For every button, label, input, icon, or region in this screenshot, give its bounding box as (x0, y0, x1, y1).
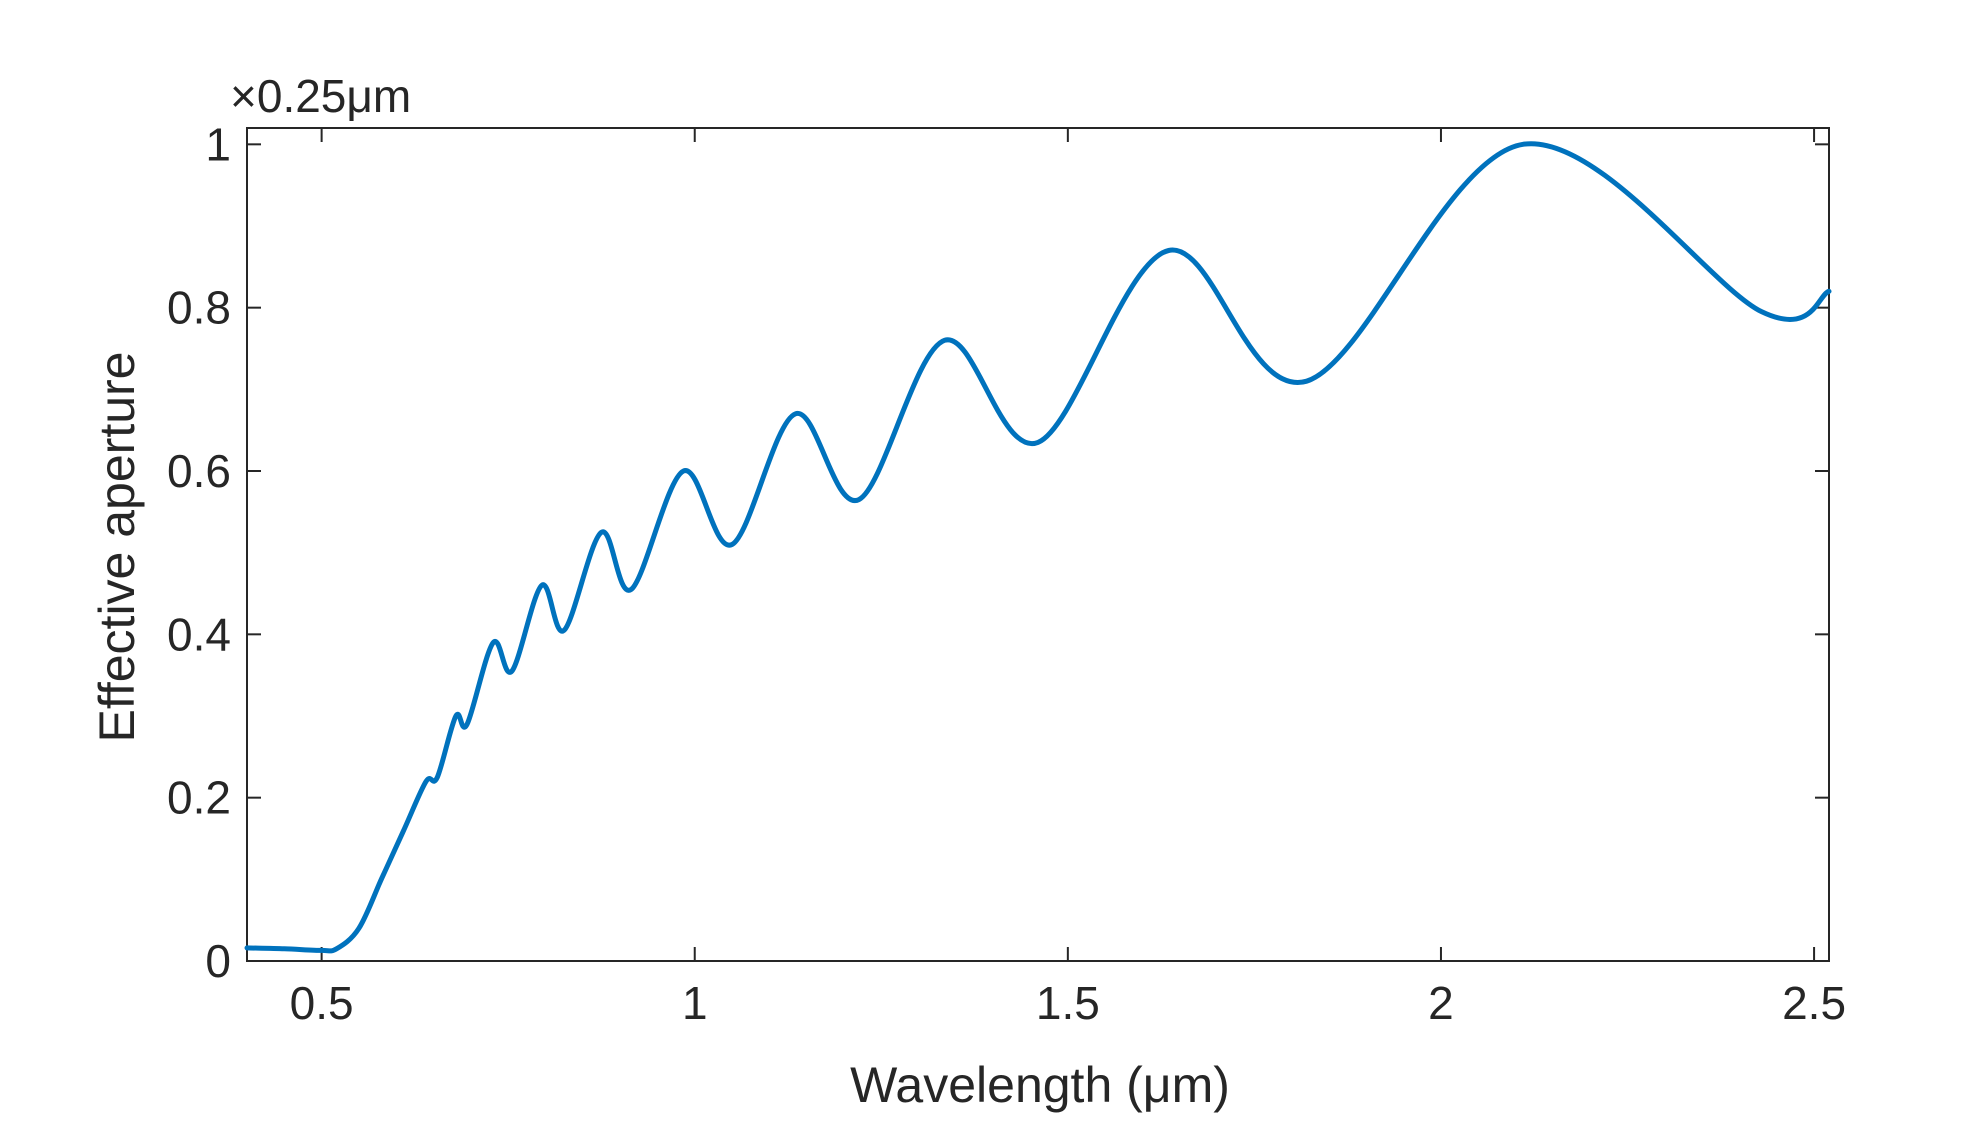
y-tick-label: 0.6 (167, 445, 231, 497)
x-axis-label: Wavelength (μm) (850, 1057, 1230, 1113)
axes (246, 127, 1830, 962)
x-tick-label: 0.5 (290, 977, 354, 1029)
x-tick-label: 1.5 (1036, 977, 1100, 1029)
x-tick-label: 1 (682, 977, 708, 1029)
ticks: 0.5 1 1.5 2 2.5 0 0.2 0.4 0.6 0.8 1 (167, 118, 1846, 1029)
plot-frame (246, 127, 1830, 962)
labels: ×0.25μm Wavelength (μm) Effective apertu… (89, 70, 1230, 1113)
series-layer (244, 141, 1832, 954)
y-tick-label: 1 (205, 118, 231, 170)
effective-aperture-line (244, 141, 1832, 954)
x-tick-label: 2 (1428, 977, 1454, 1029)
y-tick-label: 0.2 (167, 772, 231, 824)
x-tick-label: 2.5 (1782, 977, 1846, 1029)
y-axis-label: Effective aperture (89, 352, 145, 743)
y-tick-label: 0 (205, 935, 231, 987)
y-scale-label: ×0.25μm (230, 70, 411, 122)
y-tick-label: 0.4 (167, 608, 231, 660)
y-tick-label: 0.8 (167, 282, 231, 334)
